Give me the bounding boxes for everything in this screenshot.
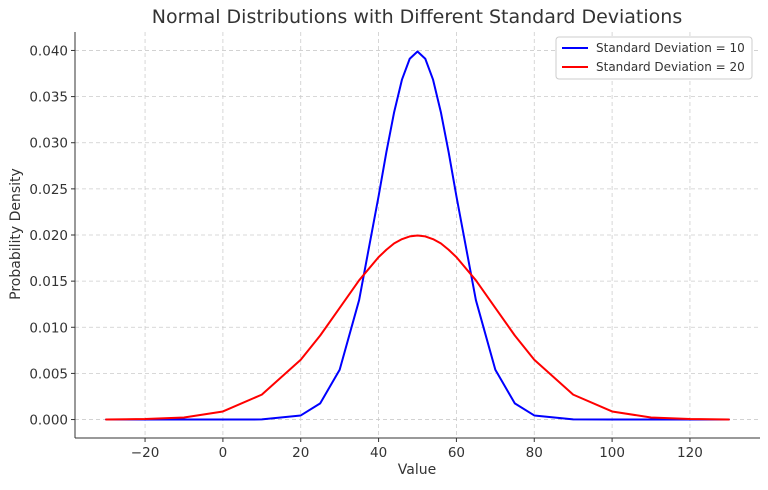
y-tick-label: 0.030	[29, 136, 68, 152]
series-line-sd-10	[105, 50, 730, 421]
y-tick-label: 0.015	[29, 274, 68, 290]
x-tick-label: 40	[370, 445, 387, 461]
x-tick-label: 0	[219, 445, 228, 461]
y-tick-label: 0.005	[29, 366, 68, 382]
y-tick-label: 0.000	[29, 413, 68, 429]
series-line-sd-20	[105, 234, 730, 421]
x-tick-label: 100	[599, 445, 625, 461]
y-tick-label: 0.025	[29, 182, 68, 198]
y-tick-label: 0.010	[29, 320, 68, 336]
x-tick-label: −20	[131, 445, 160, 461]
y-axis-label: Probability Density	[8, 168, 24, 300]
legend: Standard Deviation = 10 Standard Deviati…	[555, 36, 753, 80]
x-tick-label: 60	[448, 445, 465, 461]
y-tick-label: 0.040	[29, 43, 68, 59]
x-ticks: −20 0 20 40 60 80 100 120	[131, 438, 703, 461]
y-ticks: 0.000 0.005 0.010 0.015 0.020 0.025 0.030 0.035…	[29, 43, 75, 429]
chart-title: Normal Distributions with Different Stan…	[152, 6, 682, 28]
x-tick-label: 80	[526, 445, 543, 461]
legend-label-sd-10: Standard Deviation = 10	[596, 41, 745, 55]
x-axis-label: Value	[398, 462, 436, 478]
legend-label-sd-20: Standard Deviation = 20	[596, 60, 745, 74]
y-tick-label: 0.035	[29, 90, 68, 106]
y-tick-label: 0.020	[29, 228, 68, 244]
x-tick-label: 120	[677, 445, 703, 461]
legend-box	[555, 36, 753, 80]
series-layer	[105, 50, 730, 421]
x-tick-label: 20	[292, 445, 309, 461]
